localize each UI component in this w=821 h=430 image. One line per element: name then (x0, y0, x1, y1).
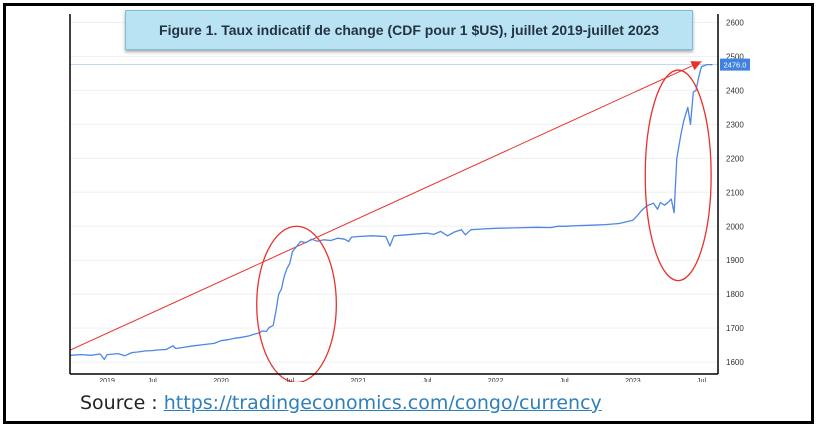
value-badge-text: 2476.0 (724, 61, 747, 70)
axes (69, 14, 719, 375)
trend-arrowhead (690, 61, 702, 71)
y-tick-label: 2500 (726, 52, 744, 61)
trend-line (69, 61, 702, 351)
highlight-ellipse (644, 69, 712, 282)
y-tick-label: 2000 (726, 222, 744, 231)
highlight-ellipse (256, 225, 337, 382)
grid (70, 21, 718, 363)
value-badge-bg (720, 58, 750, 71)
x-tick-label: 2020 (213, 378, 229, 382)
y-tick-label: 1600 (726, 358, 744, 367)
y-tick-label: 2100 (726, 188, 744, 197)
chart-title: Figure 1. Taux indicatif de change (CDF … (125, 10, 693, 50)
source-link[interactable]: https://tradingeconomics.com/congo/curre… (163, 392, 602, 414)
trend-line-segment (69, 61, 702, 351)
x-axis-ticks: 2019 Jul 2020 Jul 2021 Jul 2022 Jul 2023 Jul (99, 378, 706, 382)
y-tick-label: 2200 (726, 154, 744, 163)
x-tick-label: 2019 (99, 378, 115, 382)
y-tick-label: 1700 (726, 324, 744, 333)
y-tick-label: 2300 (726, 120, 744, 129)
y-tick-label: 2600 (726, 18, 744, 27)
x-tick-label: Jul (148, 378, 157, 382)
highlight-ellipses (256, 69, 712, 382)
source-line: Source : https://tradingeconomics.com/co… (80, 392, 602, 414)
series-line (69, 63, 713, 361)
x-tick-label: Jul (697, 378, 706, 382)
y-tick-label: 2400 (726, 86, 744, 95)
source-label: Source : (80, 392, 158, 414)
y-tick-label: 1800 (726, 290, 744, 299)
y-tick-label: 1900 (726, 256, 744, 265)
x-tick-label: Jul (560, 378, 569, 382)
x-tick-label: Jul (422, 378, 431, 382)
last-value-badge: 2476.0 (720, 58, 750, 71)
x-tick-label: 2021 (351, 378, 367, 382)
x-tick-label: Jul (285, 378, 294, 382)
series-path (69, 63, 713, 361)
exchange-rate-chart: 1600 1700 1800 1900 2000 2100 2200 2300 2400 2500… (66, 10, 756, 382)
y-axis-ticks: 1600 1700 1800 1900 2000 2100 2200 2300 2400 2500… (726, 18, 744, 367)
x-tick-label: 2023 (625, 378, 641, 382)
x-tick-label: 2022 (488, 378, 504, 382)
